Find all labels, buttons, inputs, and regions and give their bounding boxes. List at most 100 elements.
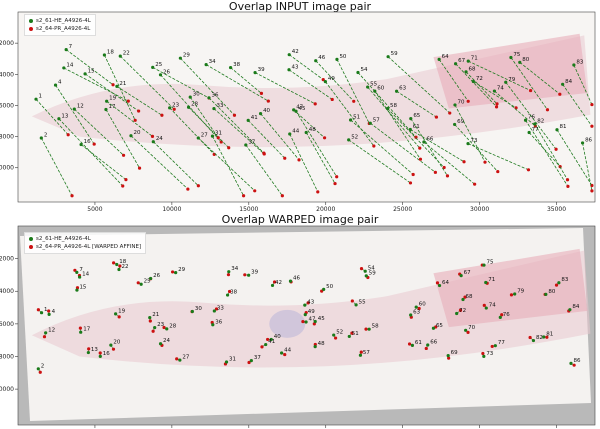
- source-point: [482, 354, 486, 358]
- point-label: 33: [217, 305, 224, 311]
- target-point: [66, 133, 70, 137]
- y-tick-label: 6000: [0, 102, 14, 109]
- source-point: [304, 130, 308, 135]
- correspondence-line: [198, 137, 255, 192]
- correspondence-line: [189, 96, 219, 138]
- source-point: [207, 96, 211, 100]
- source-point: [504, 80, 508, 84]
- source-point: [79, 142, 83, 147]
- point-label: 84: [565, 79, 572, 85]
- source-point: [335, 57, 339, 61]
- correspondence-line: [510, 57, 548, 110]
- point-label: 51: [352, 331, 359, 337]
- source-point: [498, 315, 502, 319]
- target-point: [545, 335, 549, 339]
- point-label: 69: [451, 350, 458, 356]
- target-point: [112, 261, 116, 265]
- target-point: [490, 344, 494, 349]
- correspondence-line: [74, 108, 124, 156]
- point-label: 4: [52, 309, 56, 315]
- source-point: [373, 89, 377, 93]
- source-point: [47, 312, 51, 316]
- source-point: [227, 270, 231, 274]
- source-point: [426, 343, 430, 347]
- source-point: [78, 275, 82, 279]
- point-label: 17: [83, 327, 90, 333]
- red-dot-icon: [29, 245, 33, 249]
- correspondence-line: [245, 144, 283, 197]
- point-label: 51: [353, 114, 360, 120]
- y-tick-label: 10000: [0, 386, 14, 393]
- source-point: [385, 106, 390, 111]
- source-point: [98, 354, 102, 358]
- correspondence-line: [336, 59, 370, 124]
- source-point: [104, 107, 108, 112]
- point-label: 72: [459, 308, 466, 314]
- target-point: [124, 178, 128, 182]
- target-point: [98, 351, 102, 355]
- source-point: [464, 70, 468, 74]
- source-point: [188, 95, 192, 99]
- target-point: [554, 147, 558, 151]
- point-label: 18: [119, 259, 126, 265]
- point-label: 22: [121, 264, 128, 270]
- point-label: 52: [336, 330, 343, 336]
- source-point: [292, 108, 296, 112]
- source-point: [174, 271, 178, 275]
- correspondence-line: [40, 137, 73, 196]
- source-point: [349, 118, 353, 122]
- correspondence-line: [350, 119, 414, 175]
- source-point: [294, 109, 298, 113]
- target-point: [447, 356, 451, 360]
- point-label: 86: [585, 137, 592, 143]
- correspondence-line: [582, 142, 593, 191]
- source-point: [288, 279, 293, 283]
- source-point: [178, 56, 182, 60]
- source-point: [493, 344, 497, 348]
- point-label: 22: [123, 51, 130, 57]
- point-label: 73: [471, 138, 478, 144]
- correspondence-line: [293, 109, 325, 139]
- point-label: 29: [183, 53, 190, 59]
- target-point: [150, 134, 155, 139]
- target-point: [473, 182, 477, 186]
- correspondence-line: [63, 67, 129, 102]
- point-label: 57: [373, 118, 380, 124]
- target-point: [316, 190, 320, 194]
- target-point: [321, 78, 325, 82]
- correspondence-line: [374, 90, 421, 160]
- point-label: 71: [488, 277, 495, 283]
- target-point: [458, 308, 463, 312]
- target-point: [333, 181, 337, 186]
- source-point: [322, 287, 326, 291]
- target-point: [359, 350, 363, 354]
- correspondence-line: [410, 118, 448, 177]
- source-point: [414, 305, 418, 309]
- legend-label-warped: s2_64-PR_A4926-4L [WARPED AFFINE]: [36, 244, 142, 250]
- source-point: [347, 334, 351, 339]
- source-point: [431, 326, 436, 330]
- source-point: [204, 63, 208, 67]
- target-point: [297, 158, 301, 162]
- source-point: [269, 337, 273, 342]
- source-point: [212, 309, 216, 313]
- point-label: 49: [308, 309, 315, 315]
- legend-item-source: s2_61-HE_A4926-4L: [29, 235, 141, 243]
- target-point: [148, 319, 152, 323]
- point-label: 17: [108, 104, 115, 110]
- target-point: [283, 156, 287, 160]
- source-point: [36, 367, 40, 371]
- point-label: 41: [268, 339, 275, 345]
- point-label: 12: [48, 327, 55, 333]
- correspondence-line: [188, 106, 230, 149]
- target-point: [227, 289, 232, 294]
- target-point: [38, 370, 42, 374]
- source-point: [356, 70, 360, 75]
- target-point: [554, 283, 559, 287]
- source-point: [115, 84, 119, 88]
- point-label: 15: [88, 68, 95, 74]
- target-point: [528, 335, 532, 340]
- green-dot-icon: [29, 19, 33, 23]
- point-label: 49: [328, 76, 335, 82]
- correspondence-line: [260, 113, 300, 161]
